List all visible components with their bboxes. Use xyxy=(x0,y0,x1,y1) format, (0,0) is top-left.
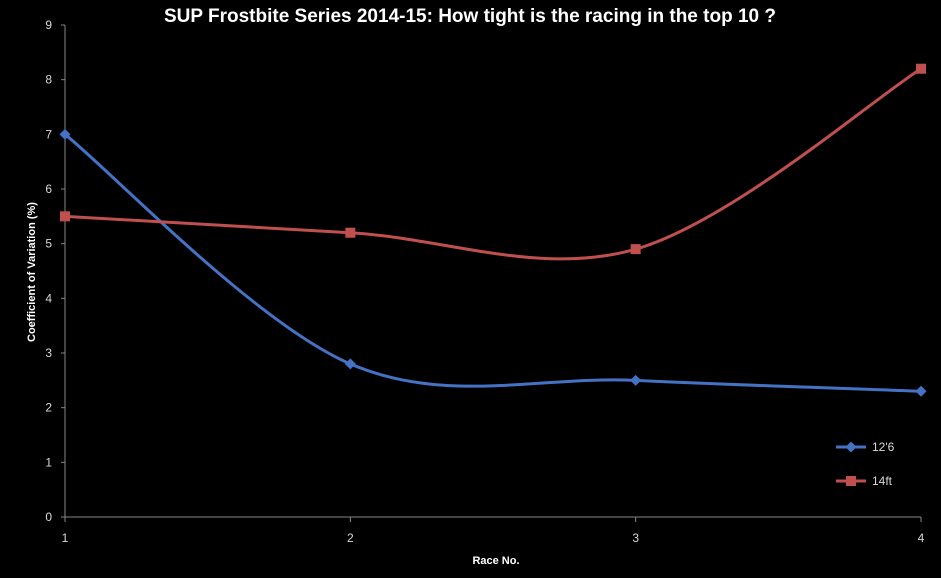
legend-marker xyxy=(846,476,856,486)
series-1 xyxy=(59,128,927,397)
legend-item: 14ft xyxy=(836,474,893,488)
legend-label: 12'6 xyxy=(872,440,895,454)
x-tick-label: 1 xyxy=(62,531,69,545)
y-axis-label: Coefficient of Variation (%) xyxy=(26,202,38,342)
data-point xyxy=(344,358,356,370)
y-tick-label: 8 xyxy=(45,73,52,87)
legend: 12'6 14ft xyxy=(836,440,895,488)
legend-item: 12'6 xyxy=(836,440,895,454)
y-tick-label: 2 xyxy=(45,401,52,415)
chart-title: SUP Frostbite Series 2014-15: How tight … xyxy=(164,6,776,27)
y-tick-label: 4 xyxy=(45,291,52,305)
series-layer xyxy=(59,63,927,397)
y-tick-label: 5 xyxy=(45,237,52,251)
x-tick-label: 2 xyxy=(347,531,354,545)
y-tick-label: 0 xyxy=(45,510,52,524)
x-axis-label: Race No. xyxy=(472,555,519,567)
data-point xyxy=(59,128,71,140)
y-tick-label: 1 xyxy=(45,455,52,469)
y-tick-label: 3 xyxy=(45,346,52,360)
data-point xyxy=(630,244,641,255)
y-tick-label: 6 xyxy=(45,182,52,196)
x-tick-label: 4 xyxy=(918,531,925,545)
y-tick-label: 7 xyxy=(45,127,52,141)
data-point xyxy=(915,385,927,397)
data-point xyxy=(630,374,642,386)
data-point xyxy=(345,227,356,238)
y-tick-label: 9 xyxy=(45,18,52,32)
series-2 xyxy=(60,63,926,261)
data-point xyxy=(916,63,926,74)
series-line xyxy=(63,67,923,261)
legend-label: 14ft xyxy=(872,474,893,488)
legend-marker xyxy=(845,441,857,453)
series-line xyxy=(63,132,923,393)
data-point xyxy=(60,211,70,222)
x-tick-label: 3 xyxy=(632,531,639,545)
